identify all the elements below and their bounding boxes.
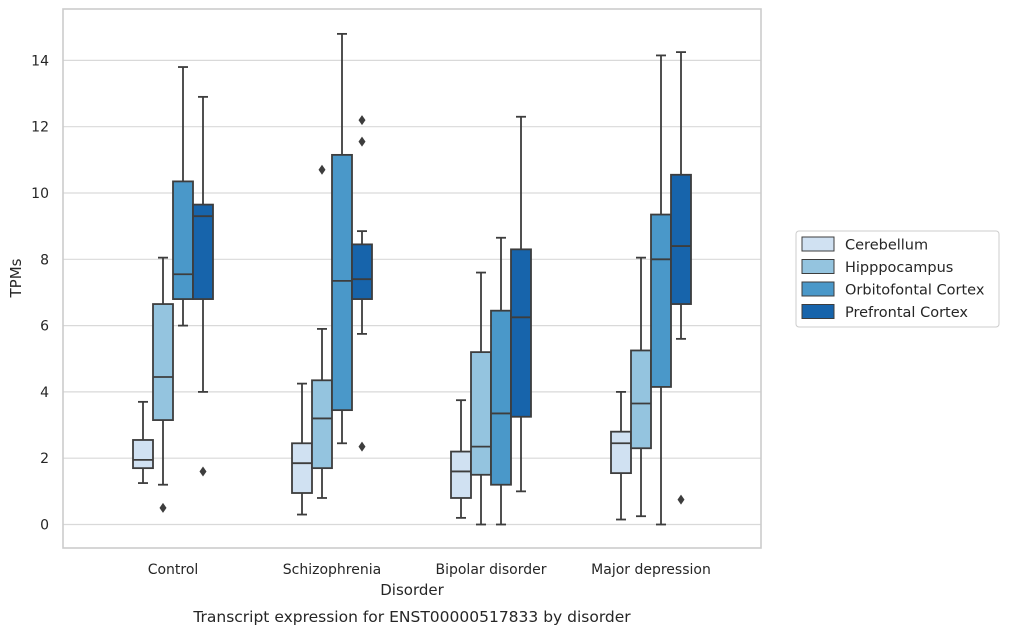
box-prefrontal-cortex	[351, 115, 373, 452]
chart-caption: Transcript expression for ENST0000051783…	[192, 608, 631, 626]
legend-swatch	[801, 236, 835, 252]
outlier-point	[318, 164, 326, 175]
box-hipppocampus	[152, 256, 174, 513]
legend-swatch	[801, 281, 835, 297]
box-iqr	[470, 351, 492, 476]
legend-label: Cerebellum	[845, 238, 928, 254]
legend-swatch	[801, 259, 835, 274]
y-tick-label: 0	[40, 518, 49, 534]
outlier-point	[358, 441, 366, 452]
y-tick-label: 6	[40, 319, 49, 335]
legend-frame	[795, 230, 1000, 328]
outlier-point	[159, 502, 167, 513]
legend-label: Orbitofontal Cortex	[845, 283, 985, 299]
y-axis-title: TPMs	[7, 258, 25, 298]
legend-label: Hipppocampus	[845, 260, 953, 276]
box-iqr	[610, 430, 632, 475]
x-tick-label: Major depression	[591, 562, 711, 578]
box-iqr	[152, 303, 174, 421]
x-tick-label: Bipolar disorder	[435, 562, 546, 578]
box-cerebellum	[291, 382, 313, 516]
box-orbitofontal-cortex	[172, 66, 194, 327]
box-cerebellum	[610, 390, 632, 521]
legend-swatch	[801, 304, 835, 319]
box-iqr	[630, 349, 652, 450]
box-prefrontal-cortex	[510, 115, 532, 493]
box-cerebellum	[132, 400, 154, 484]
outlier-point	[358, 136, 366, 147]
box-iqr	[132, 439, 154, 470]
y-tick-label: 2	[40, 451, 49, 467]
x-tick-label: Control	[148, 562, 199, 578]
box-iqr	[192, 203, 214, 300]
y-tick-label: 10	[31, 186, 49, 202]
box-hipppocampus	[470, 271, 492, 526]
legend-label: Prefrontal Cortex	[845, 305, 968, 321]
box-orbitofontal-cortex	[490, 236, 512, 526]
x-tick-label: Schizophrenia	[283, 562, 381, 578]
x-axis-title: Disorder	[380, 581, 444, 599]
outlier-point	[358, 115, 366, 126]
outlier-point	[677, 494, 685, 505]
box-cerebellum	[450, 399, 472, 519]
box-iqr	[510, 248, 532, 418]
box-iqr	[291, 442, 313, 494]
box-iqr	[331, 153, 353, 412]
box-prefrontal-cortex	[670, 51, 692, 505]
box-iqr	[490, 309, 512, 486]
outlier-point	[199, 466, 207, 477]
y-tick-label: 14	[31, 53, 49, 69]
plot-frame	[62, 8, 762, 549]
y-axis-ticks: 0 2 4 6 8 10 12 14	[31, 53, 49, 533]
box-iqr	[351, 243, 373, 300]
box-iqr	[670, 173, 692, 305]
box-iqr	[450, 450, 472, 499]
box-orbitofontal-cortex	[331, 32, 353, 445]
legend: Cerebellum Hipppocampus Orbitofontal Corte…	[795, 230, 1000, 328]
box-iqr	[172, 180, 194, 300]
box-iqr	[311, 379, 333, 470]
box-hipppocampus	[311, 164, 333, 499]
box-series	[132, 32, 692, 526]
box-prefrontal-cortex	[192, 95, 214, 477]
box-orbitofontal-cortex	[650, 54, 672, 526]
y-tick-label: 4	[40, 385, 49, 401]
y-tick-label: 8	[40, 252, 49, 268]
x-axis-ticks: Control Schizophrenia Bipolar disorder Majo…	[148, 562, 711, 578]
y-tick-label: 12	[31, 120, 49, 136]
box-hipppocampus	[630, 256, 652, 518]
box-iqr	[650, 213, 672, 388]
